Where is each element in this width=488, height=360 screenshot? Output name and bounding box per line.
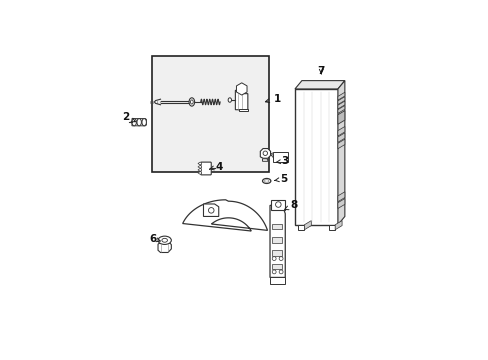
Circle shape: [272, 270, 276, 274]
Circle shape: [279, 270, 283, 274]
Text: 6: 6: [149, 234, 160, 244]
Polygon shape: [269, 278, 285, 284]
Text: 1: 1: [265, 94, 280, 104]
Polygon shape: [270, 153, 273, 156]
Ellipse shape: [137, 118, 141, 126]
Polygon shape: [304, 221, 311, 230]
Ellipse shape: [162, 238, 167, 242]
Polygon shape: [334, 221, 342, 230]
Polygon shape: [158, 243, 171, 252]
Polygon shape: [272, 237, 282, 243]
Polygon shape: [269, 205, 285, 278]
Polygon shape: [262, 159, 267, 161]
Polygon shape: [337, 139, 344, 149]
Circle shape: [279, 257, 283, 261]
Text: 5: 5: [274, 174, 287, 184]
Ellipse shape: [190, 100, 193, 104]
Polygon shape: [294, 81, 344, 89]
Polygon shape: [272, 224, 282, 229]
Circle shape: [208, 208, 214, 213]
Text: 2: 2: [122, 112, 135, 122]
Ellipse shape: [132, 118, 136, 126]
Ellipse shape: [189, 98, 194, 106]
Polygon shape: [337, 96, 344, 104]
Ellipse shape: [262, 179, 270, 184]
Polygon shape: [198, 166, 201, 168]
Polygon shape: [337, 105, 344, 113]
Bar: [152, 56, 268, 172]
Bar: [272, 152, 287, 162]
Text: 8: 8: [284, 201, 297, 210]
Polygon shape: [198, 168, 201, 171]
Polygon shape: [337, 198, 344, 208]
Polygon shape: [183, 200, 267, 231]
Polygon shape: [328, 225, 334, 230]
Polygon shape: [235, 90, 247, 110]
Text: 4: 4: [209, 162, 222, 172]
Polygon shape: [203, 204, 218, 216]
Circle shape: [263, 151, 267, 156]
Polygon shape: [260, 149, 270, 158]
Polygon shape: [337, 192, 344, 202]
Polygon shape: [294, 89, 337, 225]
Circle shape: [272, 257, 276, 261]
Polygon shape: [271, 200, 285, 210]
Polygon shape: [198, 162, 201, 165]
Polygon shape: [198, 172, 201, 174]
Polygon shape: [337, 92, 344, 100]
Polygon shape: [297, 225, 304, 230]
Ellipse shape: [142, 118, 146, 126]
Circle shape: [275, 202, 281, 207]
Text: 3: 3: [276, 156, 288, 166]
FancyBboxPatch shape: [200, 162, 211, 175]
Polygon shape: [236, 83, 246, 95]
Ellipse shape: [158, 236, 171, 244]
Text: 7: 7: [317, 66, 325, 76]
Polygon shape: [337, 126, 344, 136]
Polygon shape: [132, 118, 146, 126]
Polygon shape: [272, 264, 282, 269]
Polygon shape: [239, 109, 247, 111]
Polygon shape: [337, 81, 344, 225]
Polygon shape: [337, 101, 344, 109]
Polygon shape: [337, 111, 344, 124]
Ellipse shape: [264, 180, 268, 182]
Polygon shape: [337, 133, 344, 142]
Polygon shape: [272, 250, 282, 256]
Ellipse shape: [228, 98, 231, 102]
